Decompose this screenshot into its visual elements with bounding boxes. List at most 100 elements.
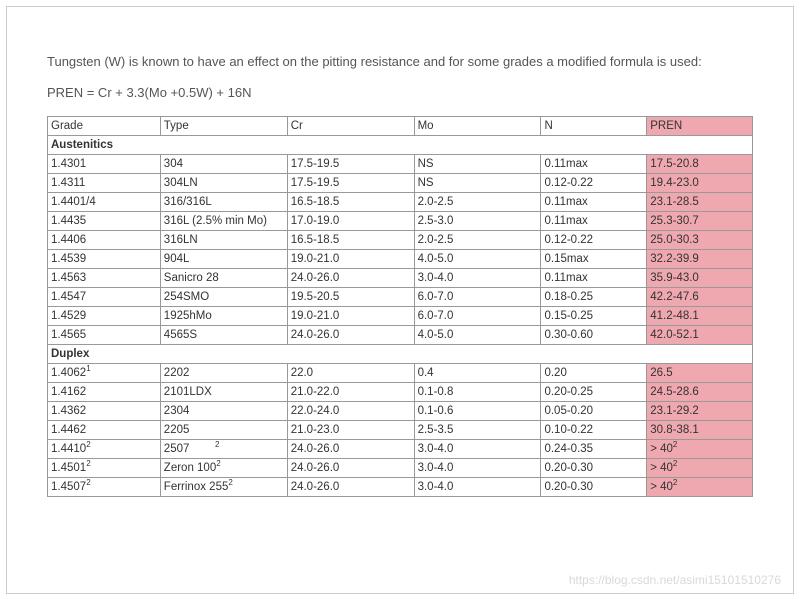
column-header: PREN (647, 117, 753, 136)
cell-pren: 23.1-29.2 (647, 402, 753, 421)
formula-text: PREN = Cr + 3.3(Mo +0.5W) + 16N (47, 85, 753, 100)
cell-n: 0.20-0.25 (541, 383, 647, 402)
table-row: GradeTypeCrMoNPREN (48, 117, 753, 136)
table-row: 1.4362230422.0-24.00.1-0.60.05-0.2023.1-… (48, 402, 753, 421)
cell-type: 2202 (160, 364, 287, 383)
table-row: 1.4462220521.0-23.02.5-3.50.10-0.2230.8-… (48, 421, 753, 440)
cell-pren: 32.2-39.9 (647, 250, 753, 269)
section-title: Duplex (48, 345, 753, 364)
cell-grade: 1.4563 (48, 269, 161, 288)
column-header: Type (160, 117, 287, 136)
table-row: 1.4539904L19.0-21.04.0-5.00.15max32.2-39… (48, 250, 753, 269)
watermark-text: https://blog.csdn.net/asimi15101510276 (569, 573, 781, 587)
cell-n: 0.18-0.25 (541, 288, 647, 307)
cell-type: Ferrinox 2552 (160, 478, 287, 497)
cell-cr: 17.5-19.5 (287, 155, 414, 174)
cell-cr: 24.0-26.0 (287, 326, 414, 345)
cell-pren: 17.5-20.8 (647, 155, 753, 174)
table-row: 1.45291925hMo19.0-21.06.0-7.00.15-0.2541… (48, 307, 753, 326)
column-header: Mo (414, 117, 541, 136)
section-title: Austenitics (48, 136, 753, 155)
cell-pren: 23.1-28.5 (647, 193, 753, 212)
table-row: 1.441022507 224.0-26.03.0-4.00.24-0.35> … (48, 440, 753, 459)
cell-n: 0.15max (541, 250, 647, 269)
column-header: Cr (287, 117, 414, 136)
cell-type: Zeron 1002 (160, 459, 287, 478)
page-container: Tungsten (W) is known to have an effect … (6, 6, 794, 594)
cell-cr: 24.0-26.0 (287, 459, 414, 478)
cell-n: 0.20-0.30 (541, 459, 647, 478)
column-header: N (541, 117, 647, 136)
cell-grade: 1.4462 (48, 421, 161, 440)
cell-cr: 19.0-21.0 (287, 307, 414, 326)
table-row: 1.4406316LN16.5-18.52.0-2.50.12-0.2225.0… (48, 231, 753, 250)
cell-pren: 25.0-30.3 (647, 231, 753, 250)
cell-pren: 41.2-48.1 (647, 307, 753, 326)
cell-type: 316LN (160, 231, 287, 250)
table-row: 1.45654565S24.0-26.04.0-5.00.30-0.6042.0… (48, 326, 753, 345)
cell-grade: 1.4401/4 (48, 193, 161, 212)
cell-pren: > 402 (647, 478, 753, 497)
cell-grade: 1.4301 (48, 155, 161, 174)
table-row: 1.430130417.5-19.5NS0.11max17.5-20.8 (48, 155, 753, 174)
cell-mo: 6.0-7.0 (414, 288, 541, 307)
cell-n: 0.20 (541, 364, 647, 383)
cell-grade: 1.44102 (48, 440, 161, 459)
cell-n: 0.12-0.22 (541, 231, 647, 250)
cell-n: 0.11max (541, 155, 647, 174)
table-row: 1.45012Zeron 100224.0-26.03.0-4.00.20-0.… (48, 459, 753, 478)
cell-grade: 1.4547 (48, 288, 161, 307)
cell-grade: 1.4162 (48, 383, 161, 402)
cell-n: 0.11max (541, 212, 647, 231)
cell-pren: > 402 (647, 459, 753, 478)
cell-n: 0.11max (541, 269, 647, 288)
table-row: 1.4563Sanicro 2824.0-26.03.0-4.00.11max3… (48, 269, 753, 288)
cell-mo: 3.0-4.0 (414, 269, 541, 288)
cell-pren: > 402 (647, 440, 753, 459)
cell-cr: 24.0-26.0 (287, 269, 414, 288)
cell-type: 304LN (160, 174, 287, 193)
cell-grade: 1.4529 (48, 307, 161, 326)
cell-cr: 16.5-18.5 (287, 193, 414, 212)
cell-cr: 17.0-19.0 (287, 212, 414, 231)
cell-n: 0.30-0.60 (541, 326, 647, 345)
cell-mo: 2.0-2.5 (414, 193, 541, 212)
cell-grade: 1.4311 (48, 174, 161, 193)
cell-cr: 22.0-24.0 (287, 402, 414, 421)
cell-mo: 0.4 (414, 364, 541, 383)
cell-mo: 2.0-2.5 (414, 231, 541, 250)
table-row: 1.41622101LDX21.0-22.00.1-0.80.20-0.2524… (48, 383, 753, 402)
cell-pren: 19.4-23.0 (647, 174, 753, 193)
cell-mo: 0.1-0.8 (414, 383, 541, 402)
cell-n: 0.12-0.22 (541, 174, 647, 193)
cell-mo: 4.0-5.0 (414, 250, 541, 269)
cell-cr: 24.0-26.0 (287, 440, 414, 459)
table-row: 1.45072Ferrinox 255224.0-26.03.0-4.00.20… (48, 478, 753, 497)
cell-type: 316/316L (160, 193, 287, 212)
cell-cr: 21.0-23.0 (287, 421, 414, 440)
cell-type: 2101LDX (160, 383, 287, 402)
cell-grade: 1.45072 (48, 478, 161, 497)
cell-pren: 25.3-30.7 (647, 212, 753, 231)
cell-mo: 3.0-4.0 (414, 440, 541, 459)
pren-table: GradeTypeCrMoNPRENAustenitics1.430130417… (47, 116, 753, 497)
cell-mo: 2.5-3.5 (414, 421, 541, 440)
cell-n: 0.20-0.30 (541, 478, 647, 497)
cell-n: 0.11max (541, 193, 647, 212)
cell-n: 0.10-0.22 (541, 421, 647, 440)
cell-grade: 1.4406 (48, 231, 161, 250)
cell-pren: 26.5 (647, 364, 753, 383)
table-row: 1.4311304LN17.5-19.5NS0.12-0.2219.4-23.0 (48, 174, 753, 193)
cell-n: 0.15-0.25 (541, 307, 647, 326)
cell-type: 1925hMo (160, 307, 287, 326)
cell-pren: 35.9-43.0 (647, 269, 753, 288)
cell-mo: NS (414, 174, 541, 193)
cell-mo: 2.5-3.0 (414, 212, 541, 231)
cell-cr: 17.5-19.5 (287, 174, 414, 193)
table-row: 1.4401/4316/316L16.5-18.52.0-2.50.11max2… (48, 193, 753, 212)
cell-cr: 24.0-26.0 (287, 478, 414, 497)
cell-mo: 0.1-0.6 (414, 402, 541, 421)
cell-grade: 1.4435 (48, 212, 161, 231)
table-row: 1.40621220222.00.40.2026.5 (48, 364, 753, 383)
section-header-austenitics: Austenitics (48, 136, 753, 155)
